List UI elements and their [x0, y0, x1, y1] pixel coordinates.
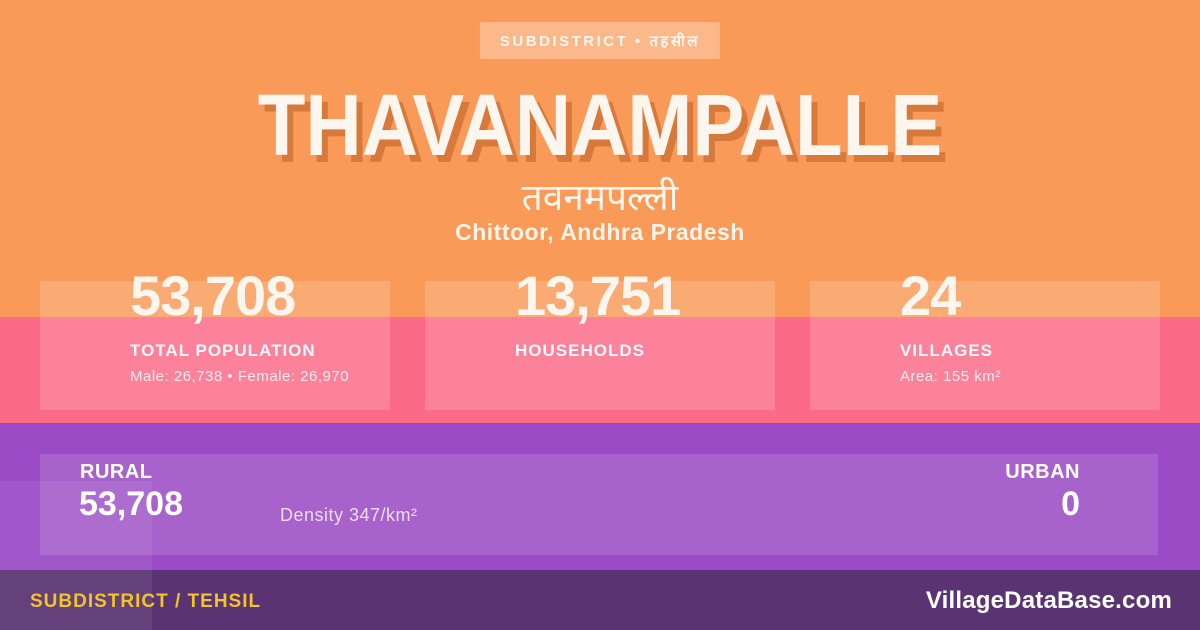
stat-card-households: 13,751 HOUSEHOLDS	[425, 268, 775, 410]
stat-card-population: 53,708 TOTAL POPULATION Male: 26,738 • F…	[40, 268, 390, 410]
stat-card-villages: 24 VILLAGES Area: 155 km²	[810, 268, 1160, 410]
population-gender-detail: Male: 26,738 • Female: 26,970	[130, 368, 350, 385]
population-label: TOTAL POPULATION	[130, 341, 316, 360]
rural-urban-panel-background	[40, 454, 1158, 555]
households-value: 13,751	[515, 264, 681, 327]
villages-label: VILLAGES	[900, 341, 994, 360]
stat-card-background-population	[40, 281, 390, 410]
villages-area-detail: Area: 155 km²	[900, 368, 1001, 385]
density-text: Density 347/km²	[280, 505, 418, 525]
site-branding: VillageDataBase.com	[925, 587, 1172, 614]
page-title: THAVANAMPALLE	[257, 75, 943, 175]
purple-band	[0, 423, 1200, 570]
location-subtitle: Chittoor, Andhra Pradesh	[455, 219, 745, 245]
footer-type-label: SUBDISTRICT / TEHSIL	[30, 591, 262, 612]
villages-value: 24	[900, 264, 961, 327]
rural-value: 53,708	[79, 485, 183, 523]
urban-value: 0	[1061, 485, 1080, 523]
stat-card-background-villages	[810, 281, 1160, 410]
rural-label: RURAL	[80, 461, 153, 483]
population-value: 53,708	[130, 264, 296, 327]
subdistrict-badge: SUBDISTRICT • तहसील	[479, 22, 721, 59]
pink-band	[0, 317, 1200, 423]
households-label: HOUSEHOLDS	[515, 341, 645, 360]
stat-card-background-households	[425, 281, 775, 410]
decorative-rectangle	[0, 481, 152, 630]
native-name: तवनमपल्ली	[521, 177, 679, 218]
urban-label: URBAN	[1005, 461, 1080, 483]
orange-band	[0, 0, 1200, 317]
footer-band	[0, 570, 1200, 630]
